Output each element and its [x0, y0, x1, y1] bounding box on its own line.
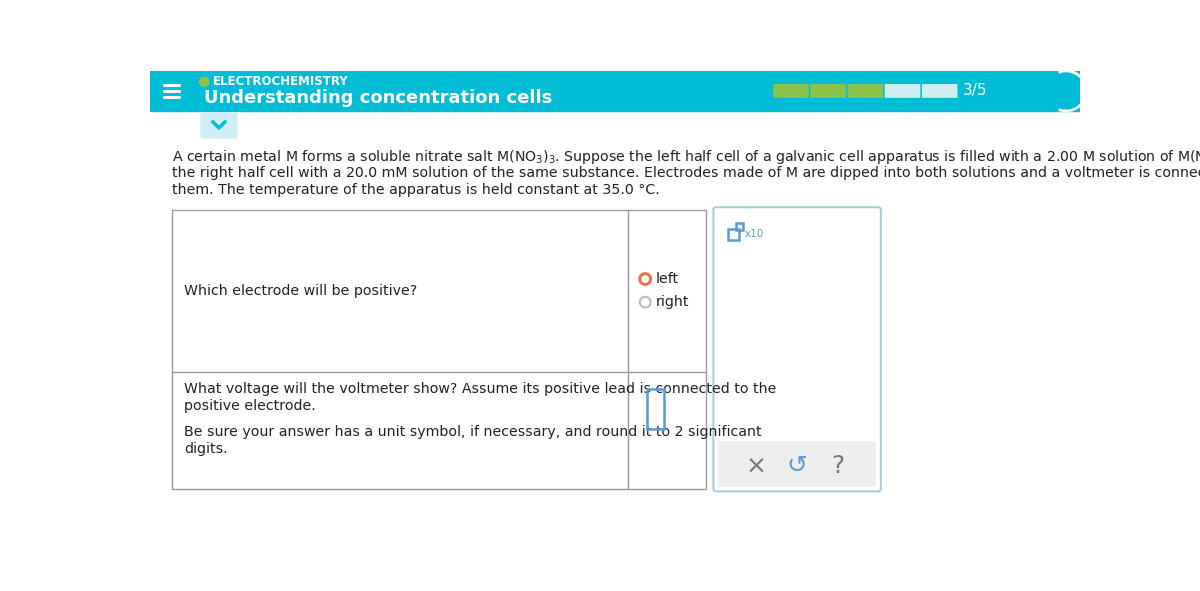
Text: digits.: digits.	[184, 441, 228, 456]
Text: A certain metal M forms a soluble nitrate salt M$\mathregular{(NO_3)_3}$. Suppos: A certain metal M forms a soluble nitrat…	[172, 148, 1200, 166]
Text: ?: ?	[832, 454, 845, 478]
Circle shape	[199, 77, 209, 86]
FancyBboxPatch shape	[714, 207, 881, 491]
FancyBboxPatch shape	[810, 84, 846, 98]
FancyBboxPatch shape	[200, 112, 238, 139]
Text: 3/5: 3/5	[962, 83, 988, 99]
Text: Be sure your answer has a unit symbol, if necessary, and round it to 2 significa: Be sure your answer has a unit symbol, i…	[184, 425, 762, 439]
FancyBboxPatch shape	[847, 84, 883, 98]
Text: positive electrode.: positive electrode.	[184, 400, 316, 413]
Text: What voltage will the voltmeter show? Assume its positive lead is connected to t: What voltage will the voltmeter show? As…	[184, 382, 776, 397]
Text: Understanding concentration cells: Understanding concentration cells	[204, 89, 552, 107]
FancyBboxPatch shape	[922, 84, 958, 98]
Bar	[736, 223, 743, 230]
Text: them. The temperature of the apparatus is held constant at 35.0 °C.: them. The temperature of the apparatus i…	[172, 183, 660, 197]
Bar	[150, 71, 1080, 111]
Text: Which electrode will be positive?: Which electrode will be positive?	[184, 284, 418, 298]
Bar	[647, 388, 664, 428]
Text: ↺: ↺	[787, 454, 808, 478]
FancyBboxPatch shape	[773, 84, 809, 98]
Bar	[718, 441, 876, 487]
Bar	[172, 210, 707, 489]
Text: the right half cell with a 20.0 mM solution of the same substance. Electrodes ma: the right half cell with a 20.0 mM solut…	[172, 165, 1200, 180]
Text: left: left	[655, 272, 678, 286]
Text: ELECTROCHEMISTRY: ELECTROCHEMISTRY	[212, 75, 348, 88]
FancyBboxPatch shape	[884, 84, 920, 98]
Text: right: right	[655, 295, 689, 309]
Bar	[728, 229, 739, 239]
Text: ×: ×	[746, 454, 767, 478]
Text: x10: x10	[744, 229, 763, 239]
